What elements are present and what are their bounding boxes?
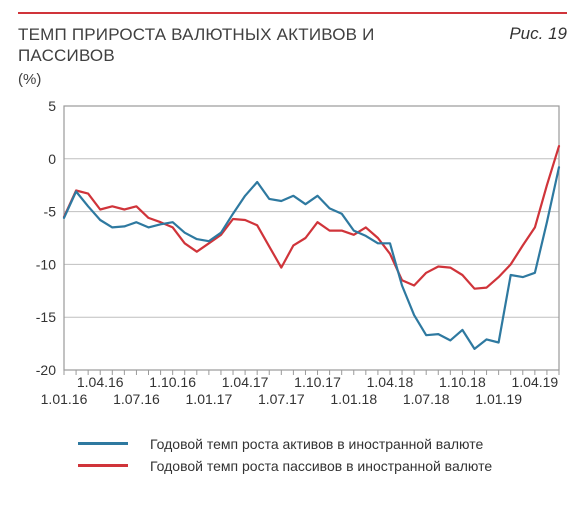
legend-label-liabilities: Годовой темп роста пассивов в иностранно…: [150, 458, 492, 474]
svg-text:1.01.18: 1.01.18: [330, 391, 377, 407]
svg-text:1.07.17: 1.07.17: [258, 391, 305, 407]
svg-text:0: 0: [48, 150, 56, 166]
svg-text:1.07.16: 1.07.16: [113, 391, 160, 407]
svg-text:1.01.16: 1.01.16: [41, 391, 88, 407]
svg-text:5: 5: [48, 98, 56, 114]
line-chart: -20 -15 -10 -5 0 5 1.04.16 1.10.16 1.04.17 1.10.1…: [18, 98, 567, 418]
legend-label-assets: Годовой темп роста активов в иностранной…: [150, 436, 483, 452]
svg-text:-15: -15: [36, 309, 56, 325]
legend-item-assets: Годовой темп роста активов в иностранной…: [78, 436, 567, 452]
svg-text:1.01.19: 1.01.19: [475, 391, 522, 407]
svg-text:-10: -10: [36, 256, 56, 272]
legend-swatch-assets: [78, 442, 128, 445]
legend-item-liabilities: Годовой темп роста пассивов в иностранно…: [78, 458, 567, 474]
svg-text:1.10.16: 1.10.16: [149, 374, 196, 390]
legend-swatch-liabilities: [78, 464, 128, 467]
figure-label: Рис. 19: [509, 24, 567, 44]
svg-text:1.07.18: 1.07.18: [403, 391, 450, 407]
svg-text:1.04.18: 1.04.18: [367, 374, 414, 390]
top-rule: [18, 12, 567, 14]
svg-text:-5: -5: [44, 203, 57, 219]
chart-title: ТЕМП ПРИРОСТА ВАЛЮТНЫХ АКТИВОВ И ПАССИВО…: [18, 24, 418, 67]
chart-unit: (%): [18, 71, 418, 88]
svg-text:1.10.17: 1.10.17: [294, 374, 341, 390]
svg-text:1.01.17: 1.01.17: [186, 391, 233, 407]
svg-text:-20: -20: [36, 362, 56, 378]
svg-text:1.10.18: 1.10.18: [439, 374, 486, 390]
svg-text:1.04.19: 1.04.19: [511, 374, 558, 390]
svg-text:1.04.17: 1.04.17: [222, 374, 269, 390]
legend: Годовой темп роста активов в иностранной…: [18, 436, 567, 474]
svg-text:1.04.16: 1.04.16: [77, 374, 124, 390]
chart-header: ТЕМП ПРИРОСТА ВАЛЮТНЫХ АКТИВОВ И ПАССИВО…: [18, 24, 567, 88]
